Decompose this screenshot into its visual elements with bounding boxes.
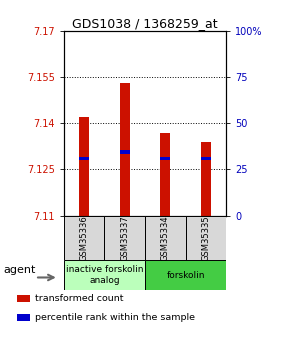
Text: GSM35336: GSM35336 [79,215,89,261]
Bar [64,260,145,290]
Bar [119,150,130,154]
Text: percentile rank within the sample: percentile rank within the sample [35,313,195,322]
Bar [104,216,145,260]
Text: transformed count: transformed count [35,294,124,303]
Bar [119,83,130,216]
Bar [17,314,30,321]
Text: agent: agent [3,265,36,275]
Text: forskolin: forskolin [166,270,205,280]
Text: GSM35334: GSM35334 [161,215,170,261]
Bar [17,295,30,302]
Bar [186,216,226,260]
Bar [160,132,171,216]
Title: GDS1038 / 1368259_at: GDS1038 / 1368259_at [72,17,218,30]
Bar [201,157,211,160]
Text: GSM35337: GSM35337 [120,215,129,261]
Bar [79,117,89,216]
Text: GSM35335: GSM35335 [201,215,211,261]
Text: inactive forskolin
analog: inactive forskolin analog [66,265,143,285]
Bar [64,216,104,260]
Bar [201,142,211,216]
Bar [145,216,186,260]
Bar [145,260,226,290]
Bar [160,157,171,160]
Bar [79,157,89,160]
